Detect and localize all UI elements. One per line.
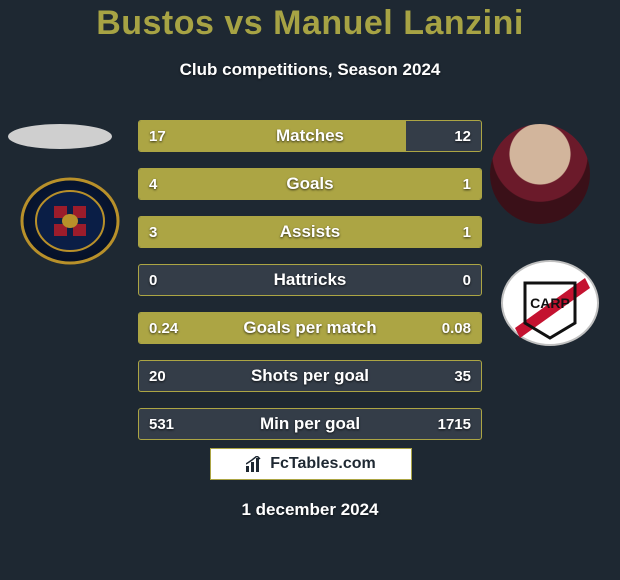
bar-value-left: 0.24 <box>149 320 178 337</box>
bar-value-left: 3 <box>149 224 157 241</box>
svg-text:CARP: CARP <box>530 295 570 311</box>
bar-value-left: 17 <box>149 128 166 145</box>
bar-row: 41Goals <box>138 168 482 200</box>
bar-label: Min per goal <box>139 414 481 434</box>
bar-value-right: 1 <box>463 224 471 241</box>
bar-value-right: 1 <box>463 176 471 193</box>
footer-logo-text: FcTables.com <box>270 455 376 473</box>
club-badge-right: CARP <box>500 258 600 348</box>
bar-value-left: 531 <box>149 416 174 433</box>
club-badge-left <box>20 176 120 266</box>
bar-value-right: 0 <box>463 272 471 289</box>
player-right-photo <box>490 124 590 224</box>
bar-value-left: 4 <box>149 176 157 193</box>
bar-value-right: 0.08 <box>442 320 471 337</box>
player-left-photo <box>8 124 112 149</box>
bar-label: Hattricks <box>139 270 481 290</box>
chart-icon <box>246 456 264 472</box>
page-title: Bustos vs Manuel Lanzini <box>0 4 620 43</box>
bar-fill-left <box>139 169 413 199</box>
comparison-infographic: Bustos vs Manuel Lanzini Club competitio… <box>0 0 620 580</box>
bar-row: 20 35Shots per goal <box>138 360 482 392</box>
bar-label: Shots per goal <box>139 366 481 386</box>
bars-container: 1712Matches41Goals31Assists00Hattricks0.… <box>138 120 482 456</box>
bar-fill-left <box>139 121 406 151</box>
fctables-logo: FcTables.com <box>210 448 412 480</box>
bar-value-left: 0 <box>149 272 157 289</box>
bar-value-right: 12 <box>454 128 471 145</box>
bar-row: 531 1715Min per goal <box>138 408 482 440</box>
bar-row: 0 0Hattricks <box>138 264 482 296</box>
bar-row: 1712Matches <box>138 120 482 152</box>
bar-value-left: 20 <box>149 368 166 385</box>
subtitle: Club competitions, Season 2024 <box>0 60 620 80</box>
bar-row: 0.240.08Goals per match <box>138 312 482 344</box>
bar-value-right: 35 <box>454 368 471 385</box>
bar-value-right: 1715 <box>438 416 471 433</box>
footer-date: 1 december 2024 <box>0 500 620 520</box>
bar-row: 31Assists <box>138 216 482 248</box>
bar-fill-left <box>139 217 396 247</box>
